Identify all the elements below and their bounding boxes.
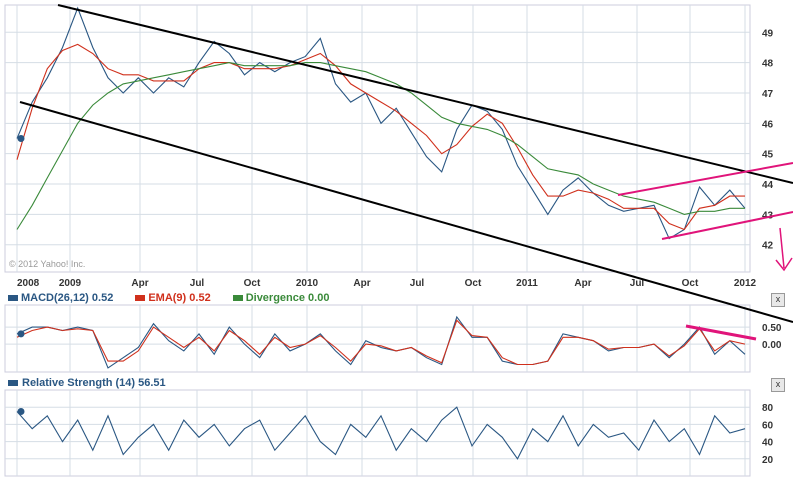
series-line <box>16 406 746 460</box>
series-line <box>16 319 746 366</box>
series-line <box>16 62 745 230</box>
y-tick-label: 43 <box>762 210 774 221</box>
y-tick-label: 42 <box>762 241 774 252</box>
y-tick-label: 46 <box>762 119 774 130</box>
y-tick-label: 44 <box>762 180 774 191</box>
x-tick-label: Jul <box>190 278 205 289</box>
legend-item-macd: MACD(26,12) 0.52 <box>8 292 113 304</box>
x-tick-label: 2009 <box>59 278 82 289</box>
x-tick-label: Jul <box>410 278 425 289</box>
y-tick-label: 0.00 <box>762 340 782 351</box>
legend-item-rsi: Relative Strength (14) 56.51 <box>8 377 166 389</box>
x-tick-label: Apr <box>131 278 148 289</box>
trend-channel-lower <box>19 101 793 323</box>
x-tick-label: 2010 <box>296 278 319 289</box>
pink-channel-upper <box>617 162 793 196</box>
series-marker <box>17 330 25 338</box>
y-tick-label: 0.50 <box>762 323 782 334</box>
x-tick-label: Oct <box>244 278 261 289</box>
legend-item-divergence: Divergence 0.00 <box>232 292 329 304</box>
series-line <box>16 6 746 240</box>
x-tick-label: 2008 <box>17 278 40 289</box>
y-tick-label: 80 <box>762 403 774 414</box>
y-tick-label: 20 <box>762 455 774 466</box>
macd-divergence-line <box>685 324 757 341</box>
panel-frame <box>4 4 751 273</box>
y-tick-label: 47 <box>762 89 774 100</box>
trend-channel-upper <box>57 4 793 184</box>
x-tick-label: Oct <box>465 278 482 289</box>
series-marker <box>17 135 25 142</box>
y-tick-label: 45 <box>762 150 774 161</box>
x-tick-label: Oct <box>682 278 699 289</box>
watermark: © 2012 Yahoo! Inc. <box>9 259 85 269</box>
x-tick-label: 2012 <box>734 278 757 289</box>
x-tick-label: Apr <box>353 278 370 289</box>
pink-channel-lower <box>661 211 793 240</box>
x-tick-label: Jul <box>630 278 645 289</box>
close-macd-button[interactable]: x <box>771 293 785 307</box>
x-tick-label: 2011 <box>516 278 538 289</box>
series-line <box>16 43 745 231</box>
panel-frame <box>4 389 751 477</box>
y-tick-label: 60 <box>762 420 774 431</box>
y-tick-label: 40 <box>762 438 774 449</box>
close-rsi-button[interactable]: x <box>771 378 785 392</box>
y-tick-label: 48 <box>762 59 774 70</box>
x-tick-label: Apr <box>574 278 591 289</box>
y-tick-label: 49 <box>762 28 774 39</box>
series-marker <box>17 408 25 415</box>
legend-item-ema: EMA(9) 0.52 <box>135 292 211 304</box>
down-arrow-icon <box>775 227 793 272</box>
